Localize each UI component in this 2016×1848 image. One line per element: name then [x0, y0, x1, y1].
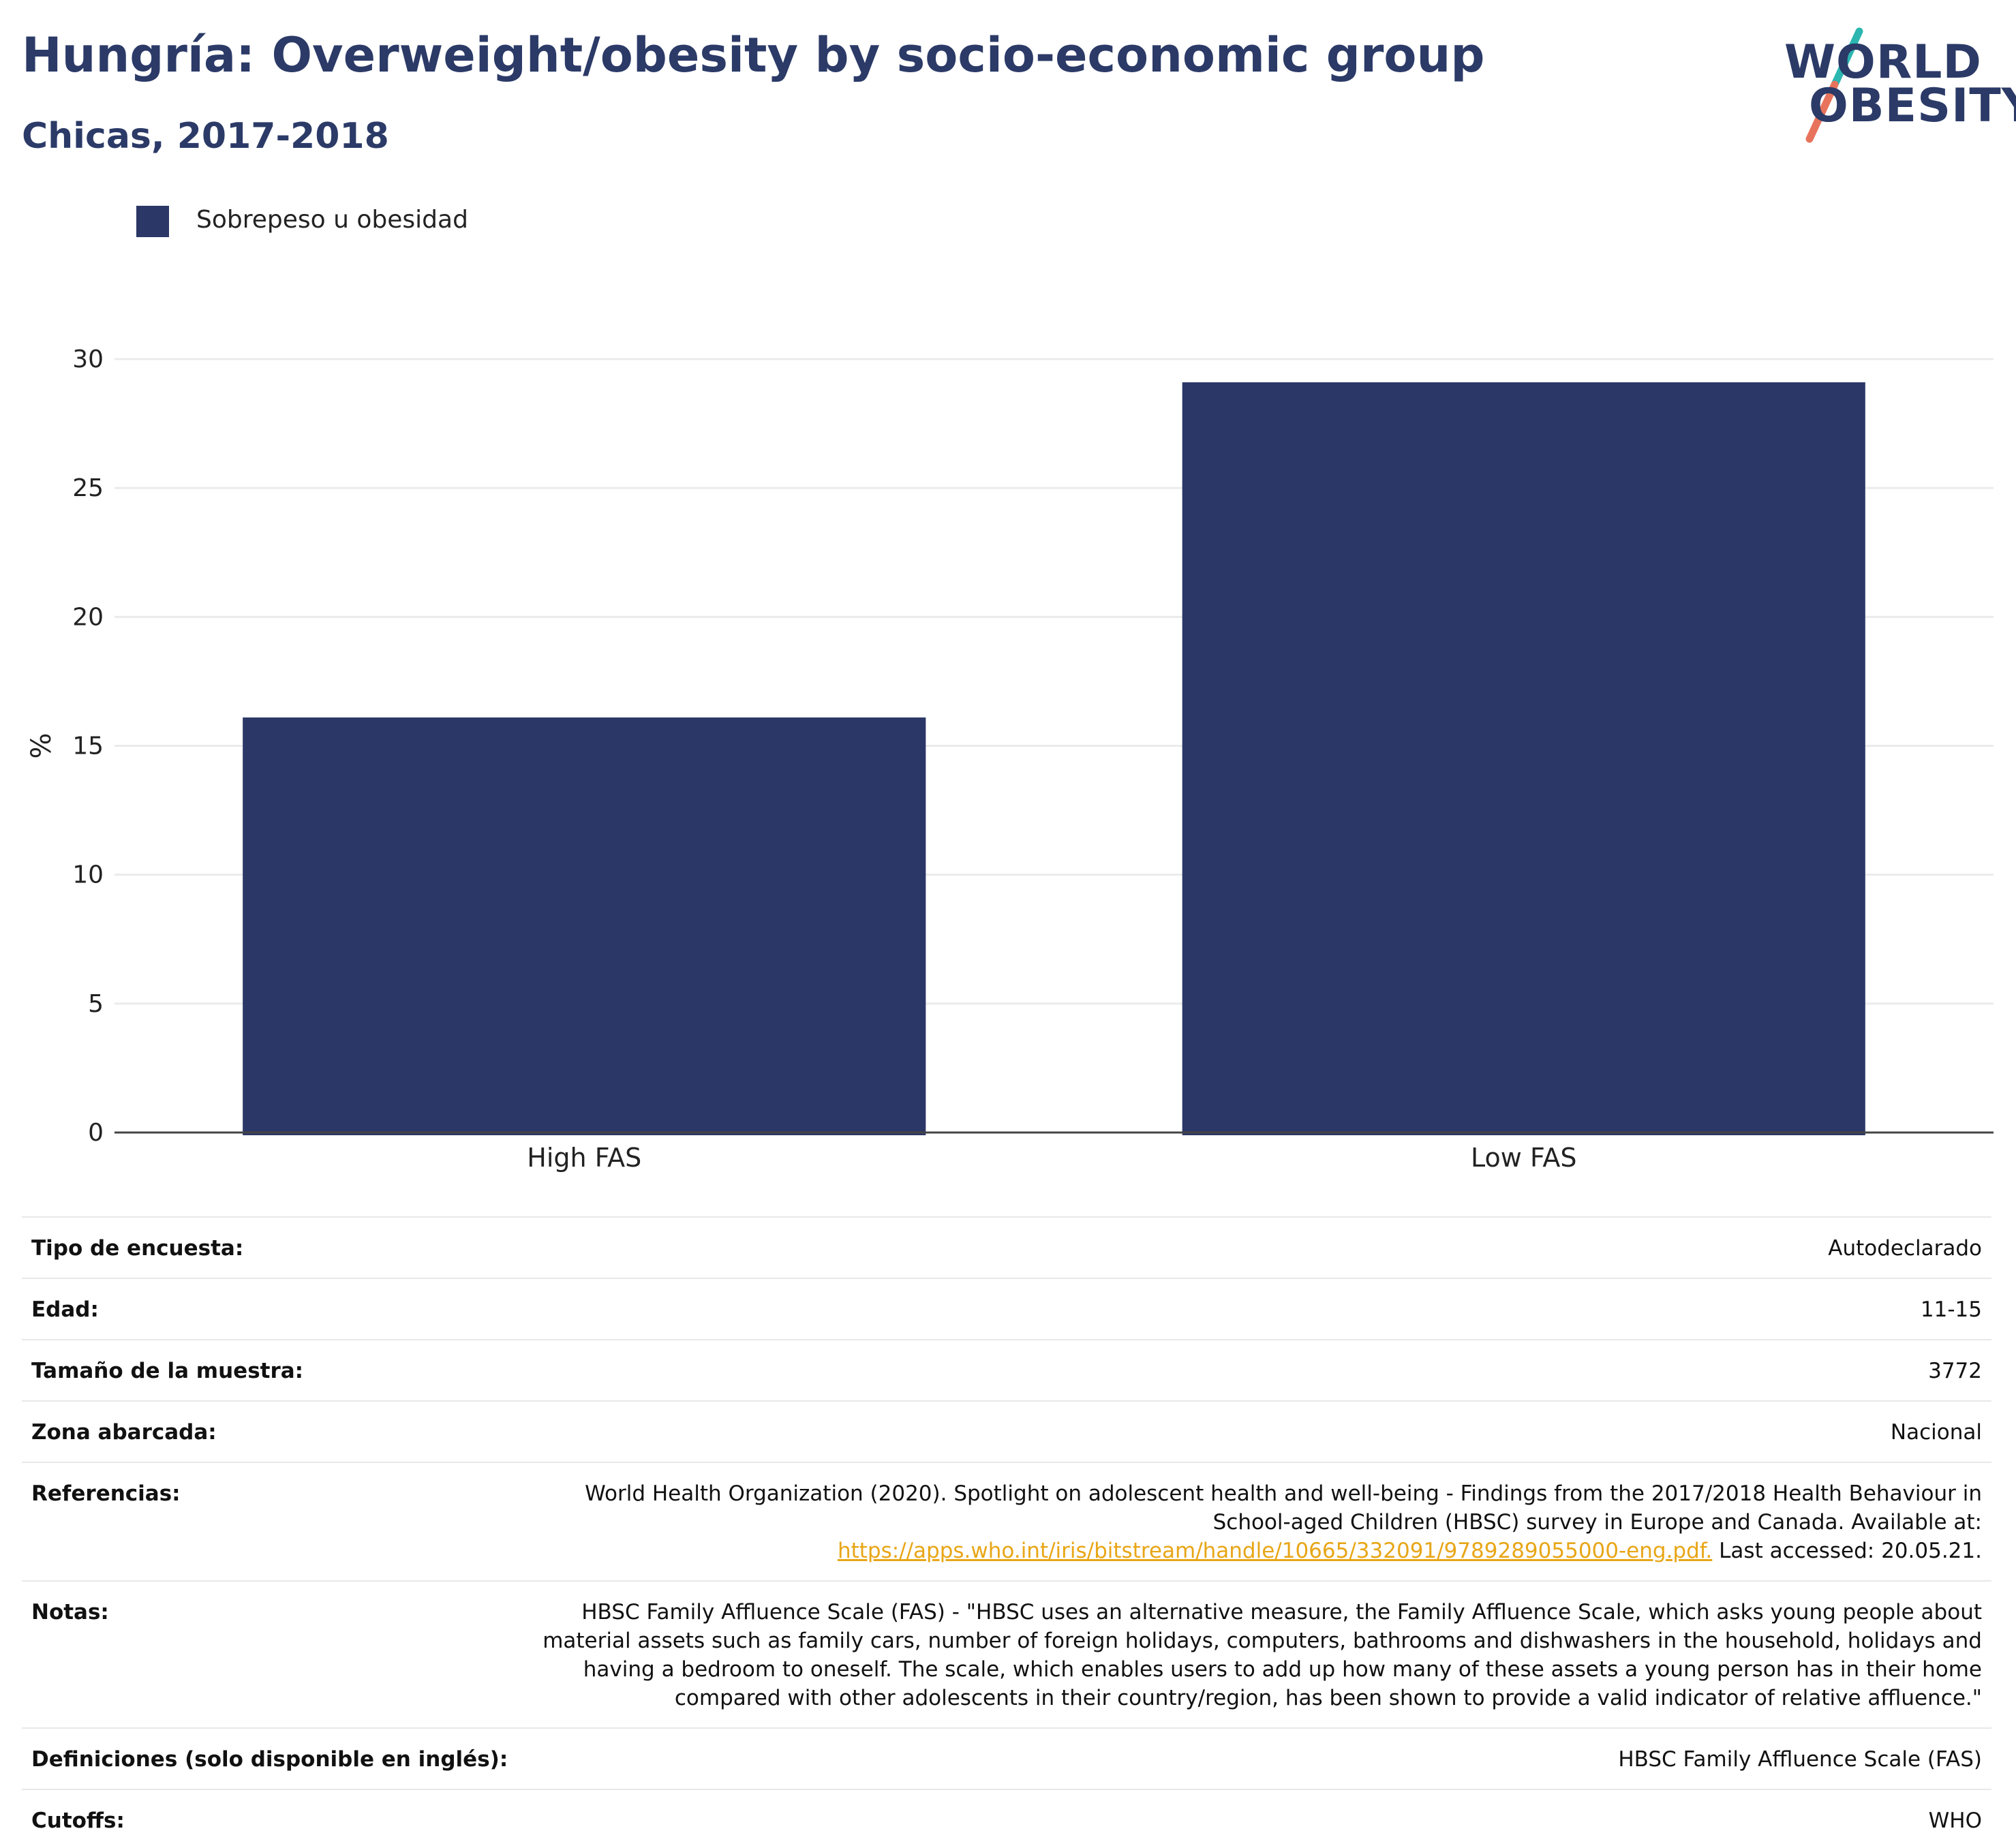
y-tick-label: 15	[72, 733, 104, 760]
info-label: Definiciones (solo disponible en inglés)…	[31, 1747, 508, 1772]
legend-label: Sobrepeso u obesidad	[196, 206, 468, 234]
info-value: HBSC Family Affluence Scale (FAS)	[1618, 1747, 1982, 1772]
info-row-sample-size: Tamaño de la muestra: 3772	[22, 1340, 1991, 1402]
notes-text-line2: material assets such as family cars, num…	[543, 1629, 1982, 1653]
references-link[interactable]: https://apps.who.int/iris/bitstream/hand…	[837, 1539, 1713, 1563]
bar-low-fas[interactable]	[1182, 382, 1865, 1135]
info-value: WHO	[1928, 1808, 1982, 1833]
y-tick-label: 0	[88, 1119, 104, 1147]
x-tick-label: Low FAS	[1471, 1143, 1576, 1173]
info-row-notes: Notas: HBSC Family Affluence Scale (FAS)…	[22, 1582, 1991, 1729]
bar-high-fas[interactable]	[243, 717, 926, 1135]
page-title: Hungría: Overweight/obesity by socio-eco…	[22, 27, 1485, 83]
y-tick-label: 5	[88, 990, 104, 1018]
notes-text-line4: compared with other adolescents in their…	[674, 1686, 1982, 1710]
info-row-area: Zona abarcada: Nacional	[22, 1402, 1991, 1463]
x-tick-label: High FAS	[527, 1143, 641, 1173]
info-row-cutoffs: Cutoffs: WHO	[22, 1790, 1991, 1848]
y-axis-title: %	[26, 733, 57, 758]
info-value: Nacional	[1890, 1420, 1982, 1445]
y-tick-label: 10	[72, 861, 104, 889]
notes-text-line3: having a bedroom to oneself. The scale, …	[583, 1657, 1982, 1682]
info-value: World Health Organization (2020). Spotli…	[585, 1479, 1982, 1565]
references-text-line2: School-aged Children (HBSC) survey in Eu…	[1212, 1510, 1982, 1535]
page-subtitle: Chicas, 2017-2018	[22, 116, 389, 157]
logo-word-obesity: OBESITY	[1809, 79, 2016, 133]
info-value: 11-15	[1920, 1297, 1982, 1322]
info-row-survey-type: Tipo de encuesta: Autodeclarado	[22, 1218, 1991, 1279]
info-label: Notas:	[31, 1600, 109, 1624]
chart-bars	[243, 382, 1865, 1135]
info-row-references: Referencias: World Health Organization (…	[22, 1463, 1991, 1582]
info-row-definitions: Definiciones (solo disponible en inglés)…	[22, 1729, 1991, 1790]
info-label: Zona abarcada:	[31, 1420, 217, 1445]
info-label: Referencias:	[31, 1481, 181, 1506]
info-row-age: Edad: 11-15	[22, 1279, 1991, 1340]
y-tick-label: 20	[72, 603, 104, 631]
chart-axes: 0 5 10 15 20 25 30 High FAS Low FAS%	[26, 345, 1994, 1173]
legend-swatch	[136, 206, 169, 237]
y-tick-label: 25	[72, 474, 104, 502]
references-accessed: Last accessed: 20.05.21.	[1712, 1539, 1982, 1563]
bar-chart: 0 5 10 15 20 25 30 High FAS Low FAS%	[26, 345, 1994, 1173]
info-value: 3772	[1928, 1359, 1982, 1383]
y-tick-label: 30	[72, 345, 104, 373]
info-value: Autodeclarado	[1828, 1236, 1982, 1261]
info-label: Edad:	[31, 1297, 99, 1322]
references-text-line1: World Health Organization (2020). Spotli…	[585, 1481, 1982, 1506]
info-label: Tipo de encuesta:	[31, 1236, 244, 1261]
notes-text-line1: HBSC Family Affluence Scale (FAS) - "HBS…	[581, 1600, 1982, 1624]
logo-slash-icon	[1805, 27, 1863, 143]
logo-word-world: WORLD	[1784, 35, 1982, 89]
world-obesity-logo: WORLD OBESITY	[1772, 19, 2016, 149]
info-label: Cutoffs:	[31, 1808, 125, 1833]
info-table: Tipo de encuesta: Autodeclarado Edad: 11…	[22, 1216, 1991, 1848]
info-label: Tamaño de la muestra:	[31, 1359, 304, 1383]
info-value: HBSC Family Affluence Scale (FAS) - "HBS…	[543, 1598, 1982, 1712]
